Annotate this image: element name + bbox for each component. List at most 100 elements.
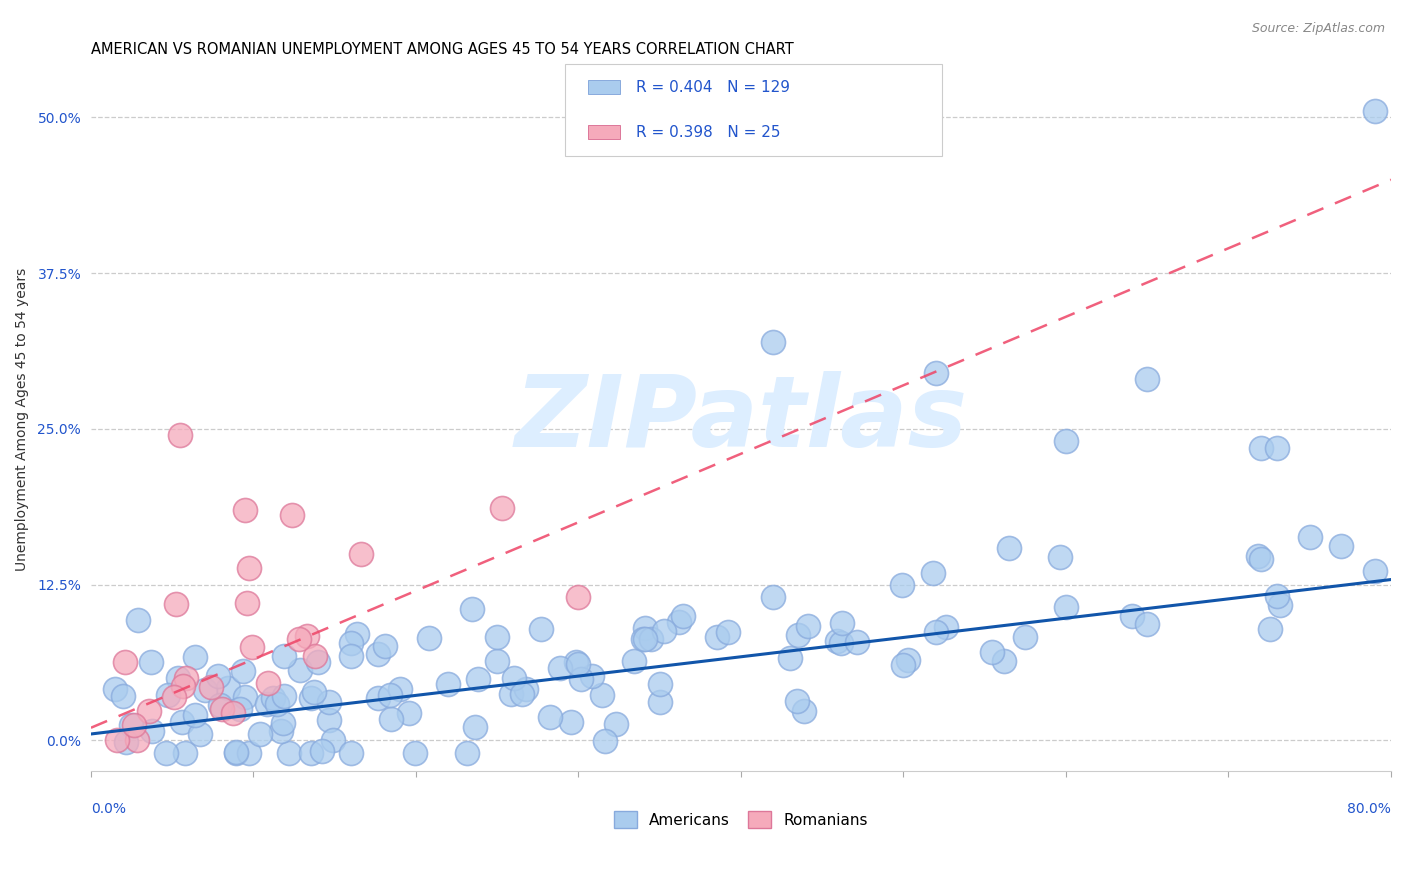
Point: [238, 746, 260, 760]
Point: [467, 672, 489, 686]
Point: [503, 671, 526, 685]
Point: [174, 671, 197, 685]
Point: [138, 704, 160, 718]
Point: [256, 697, 278, 711]
Point: [825, 634, 848, 648]
Point: [581, 668, 603, 682]
Point: [188, 727, 211, 741]
Point: [893, 658, 915, 673]
FancyBboxPatch shape: [588, 80, 620, 95]
Point: [105, 733, 128, 747]
Point: [233, 690, 256, 704]
Point: [367, 691, 389, 706]
Point: [115, 735, 138, 749]
Point: [1247, 549, 1270, 563]
Point: [299, 746, 322, 760]
Point: [350, 547, 373, 561]
Point: [340, 648, 363, 663]
Point: [290, 664, 312, 678]
Point: [648, 676, 671, 690]
Point: [229, 701, 252, 715]
Point: [346, 627, 368, 641]
Point: [270, 724, 292, 739]
Point: [208, 698, 231, 713]
Point: [786, 694, 808, 708]
Point: [491, 501, 513, 516]
Point: [499, 686, 522, 700]
Point: [797, 619, 820, 633]
Point: [1364, 104, 1386, 119]
Text: Source: ZipAtlas.com: Source: ZipAtlas.com: [1251, 22, 1385, 36]
Point: [340, 636, 363, 650]
Point: [787, 627, 810, 641]
Point: [318, 695, 340, 709]
Point: [169, 428, 191, 442]
Point: [225, 746, 247, 760]
Point: [631, 632, 654, 647]
Point: [233, 503, 256, 517]
Point: [830, 636, 852, 650]
Point: [486, 631, 509, 645]
Point: [139, 655, 162, 669]
Point: [464, 720, 486, 734]
Point: [307, 656, 329, 670]
Point: [921, 566, 943, 580]
Point: [172, 714, 194, 729]
Point: [567, 590, 589, 604]
Point: [374, 639, 396, 653]
Point: [1298, 530, 1320, 544]
Point: [322, 733, 344, 747]
Point: [510, 687, 533, 701]
Point: [184, 650, 207, 665]
Point: [167, 671, 190, 685]
Point: [266, 697, 288, 711]
Point: [122, 718, 145, 732]
Point: [845, 635, 868, 649]
Point: [1364, 564, 1386, 578]
Point: [486, 654, 509, 668]
FancyBboxPatch shape: [588, 126, 620, 139]
Point: [1121, 608, 1143, 623]
Point: [762, 590, 785, 604]
Text: 0.0%: 0.0%: [91, 802, 127, 816]
Point: [1258, 623, 1281, 637]
Point: [538, 710, 561, 724]
Point: [104, 681, 127, 696]
Point: [301, 691, 323, 706]
Point: [935, 620, 957, 634]
Point: [273, 648, 295, 663]
Point: [238, 561, 260, 575]
Point: [222, 706, 245, 720]
Point: [156, 688, 179, 702]
Point: [1330, 539, 1353, 553]
Point: [890, 578, 912, 592]
Point: [569, 672, 592, 686]
Point: [993, 654, 1015, 668]
Point: [530, 623, 553, 637]
Point: [273, 716, 295, 731]
Point: [257, 675, 280, 690]
FancyBboxPatch shape: [565, 64, 942, 155]
Point: [211, 702, 233, 716]
Point: [1265, 590, 1288, 604]
Text: R = 0.398   N = 25: R = 0.398 N = 25: [636, 125, 780, 140]
Point: [1054, 434, 1077, 449]
Point: [163, 690, 186, 704]
Point: [249, 727, 271, 741]
Text: R = 0.404   N = 129: R = 0.404 N = 129: [636, 80, 790, 95]
Point: [311, 744, 333, 758]
Point: [706, 630, 728, 644]
Point: [716, 625, 738, 640]
Point: [792, 704, 814, 718]
Point: [633, 620, 655, 634]
Point: [1136, 372, 1159, 386]
Point: [339, 746, 361, 760]
Point: [200, 680, 222, 694]
Point: [194, 683, 217, 698]
Point: [1265, 441, 1288, 455]
Point: [127, 733, 149, 747]
Point: [287, 632, 309, 646]
Point: [648, 695, 671, 709]
Point: [672, 608, 695, 623]
Point: [623, 654, 645, 668]
